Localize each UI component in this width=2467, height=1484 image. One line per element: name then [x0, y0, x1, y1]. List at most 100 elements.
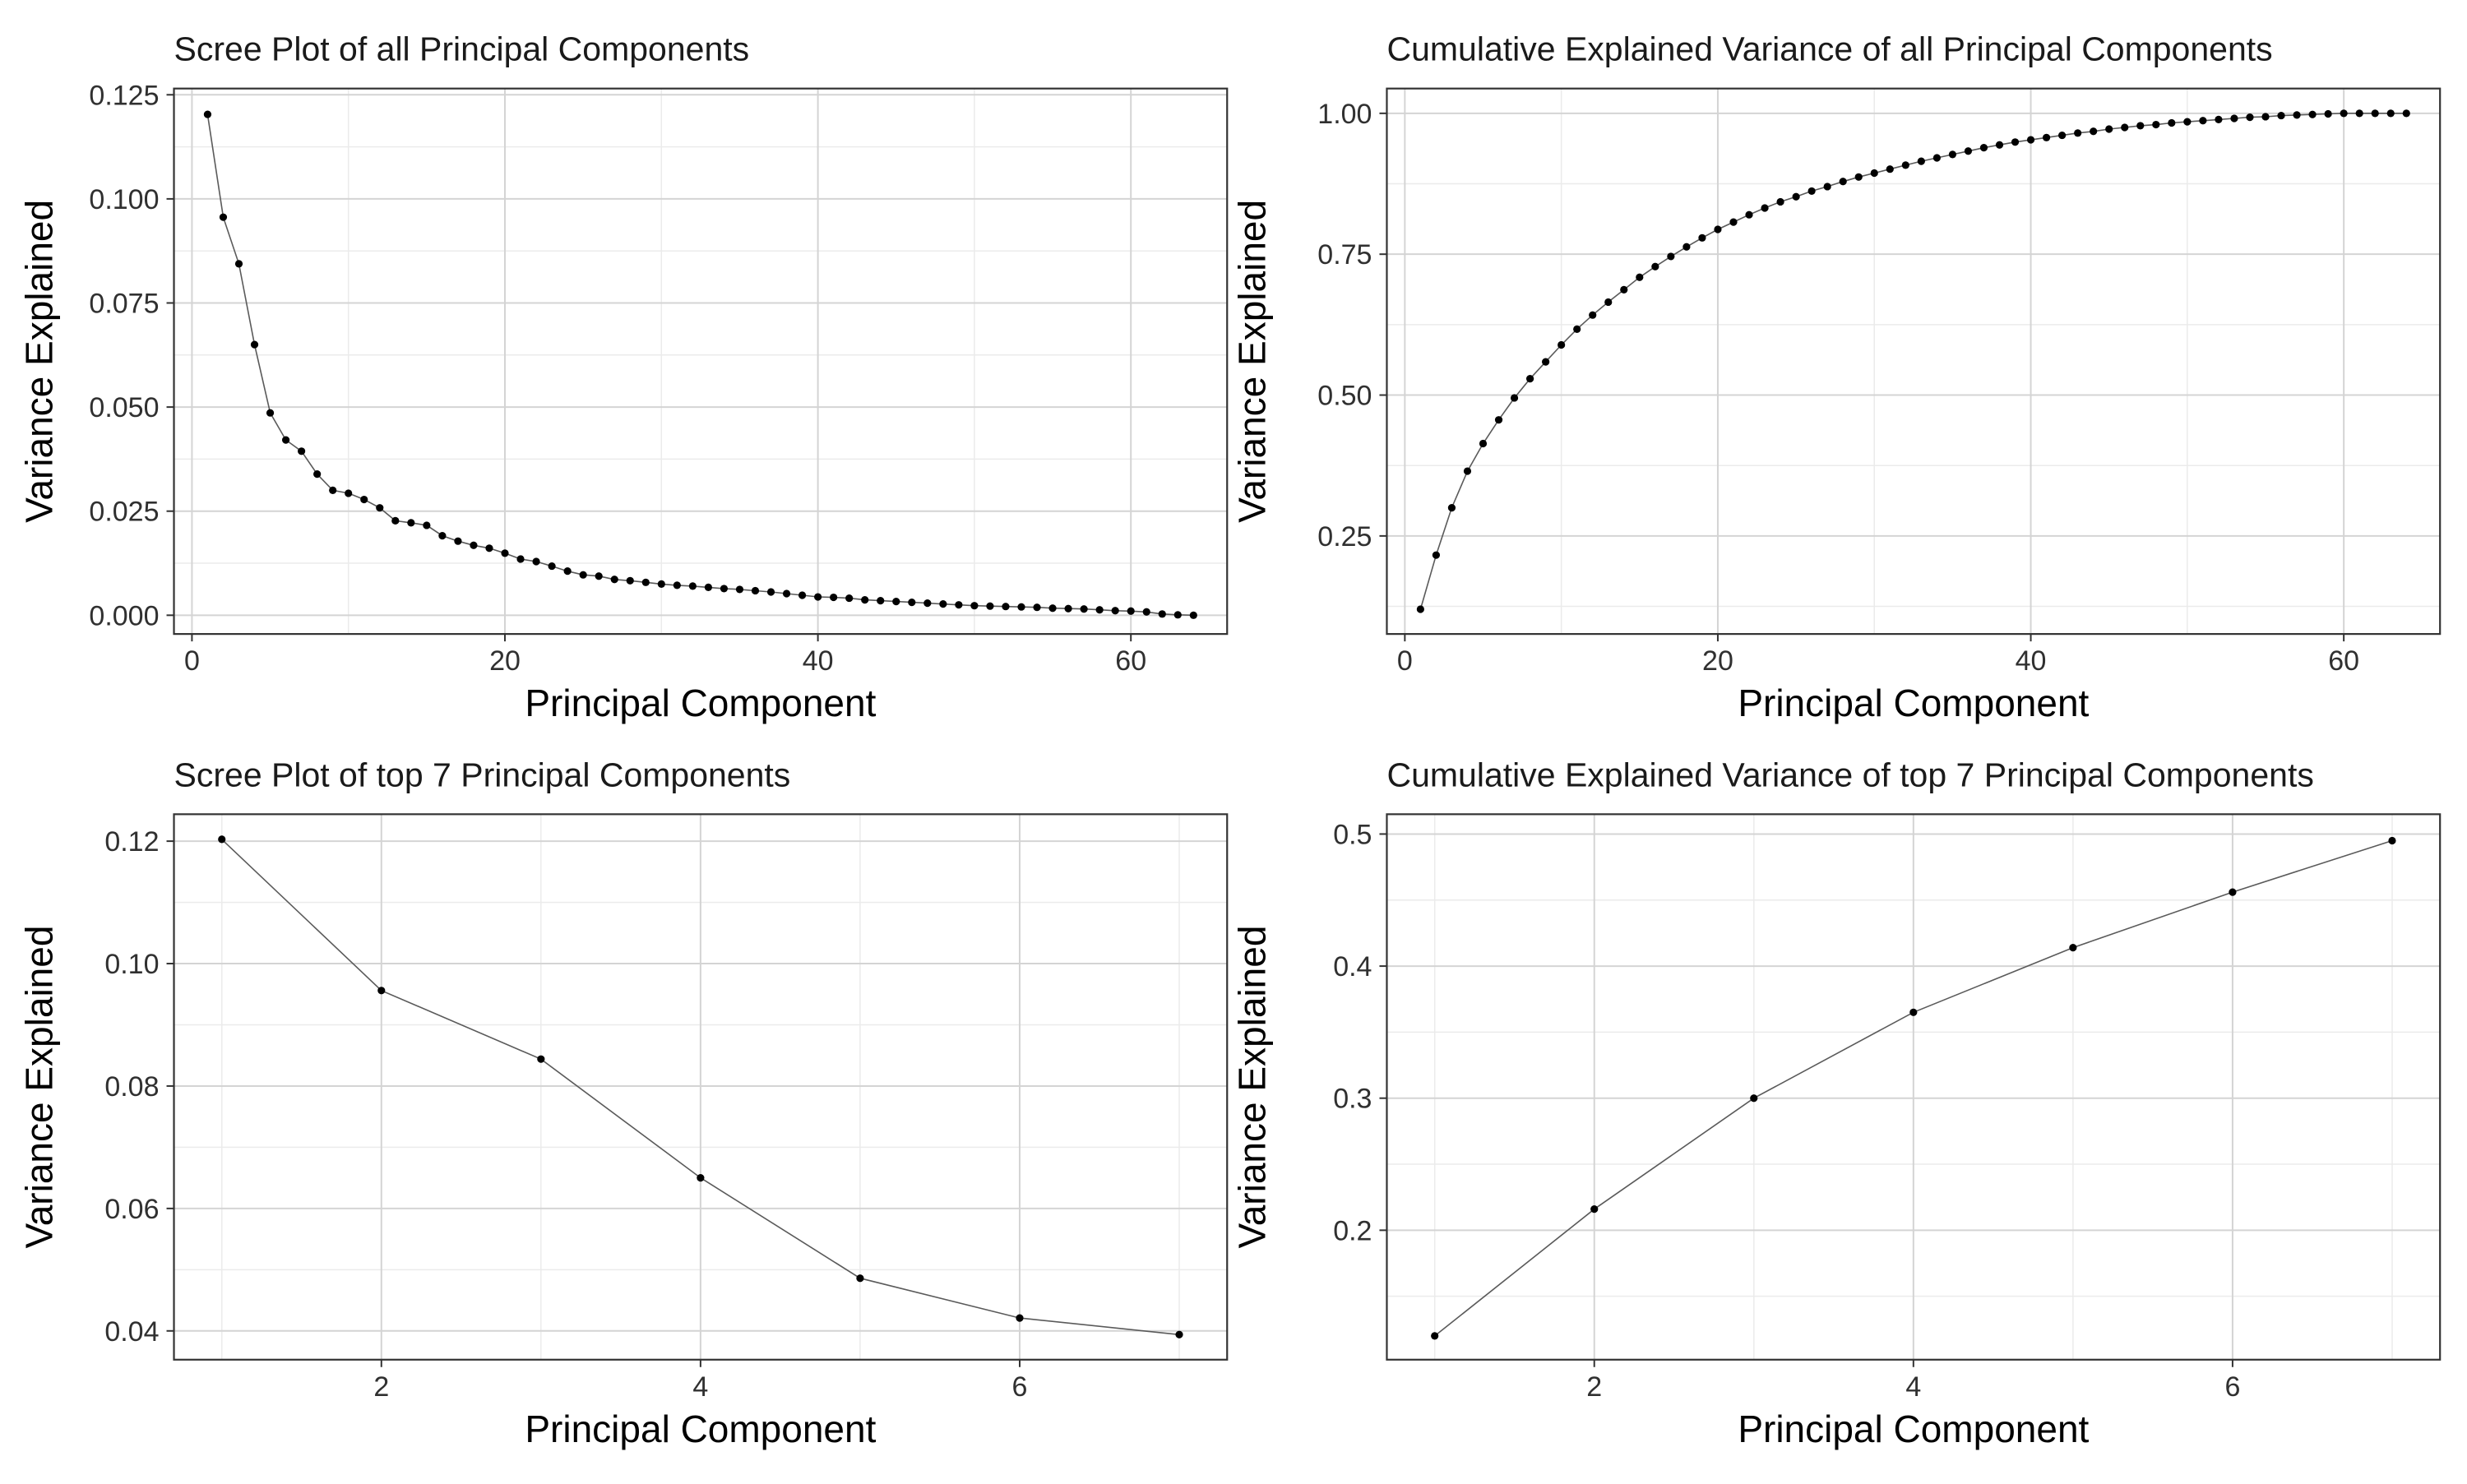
y-tick-label: 0.000 [89, 600, 159, 631]
data-point [1839, 178, 1847, 186]
data-point [2090, 127, 2098, 136]
chart-panel-3: Scree Plot of top 7 Principal Components… [18, 756, 1229, 1450]
y-tick-label: 0.04 [104, 1316, 159, 1348]
data-point [2402, 109, 2410, 118]
y-axis-label: Variance Explained [1230, 200, 1273, 523]
data-point [1479, 439, 1488, 448]
data-point [1017, 603, 1025, 611]
data-point [2293, 111, 2301, 119]
data-point [470, 541, 478, 549]
data-point [766, 588, 775, 596]
data-point [454, 537, 462, 545]
data-point [1189, 611, 1197, 619]
data-point [1002, 603, 1010, 611]
x-axis-label: Principal Component [525, 682, 876, 724]
data-point [2105, 125, 2113, 133]
data-point [2183, 118, 2192, 126]
data-point [501, 549, 509, 557]
data-point [1510, 394, 1519, 402]
data-point [1431, 1332, 1439, 1340]
y-axis-label: Variance Explained [18, 200, 61, 523]
data-point [329, 486, 337, 495]
data-point [1651, 262, 1659, 270]
data-point [1979, 144, 1988, 152]
y-tick-label: 0.25 [1317, 521, 1372, 552]
data-point [345, 489, 353, 497]
x-tick-label: 0 [184, 645, 200, 677]
y-axis-label: Variance Explained [1230, 926, 1273, 1249]
x-tick-label: 0 [1397, 645, 1413, 677]
data-point [1048, 604, 1057, 613]
data-point [298, 447, 306, 455]
data-point [2026, 136, 2035, 144]
data-point [563, 567, 572, 576]
data-point [1064, 604, 1072, 613]
data-point [2324, 109, 2332, 118]
y-tick-label: 0.075 [89, 289, 159, 320]
y-tick-label: 0.050 [89, 392, 159, 423]
chart-title: Scree Plot of top 7 Principal Components [174, 756, 791, 793]
data-point [548, 562, 556, 571]
data-point [1173, 611, 1182, 619]
data-point [219, 213, 228, 221]
x-tick-label: 20 [1702, 645, 1733, 677]
data-point [2261, 113, 2270, 121]
data-point [641, 578, 650, 586]
data-point [1494, 416, 1503, 424]
y-tick-label: 0.025 [89, 497, 159, 528]
y-tick-label: 0.50 [1317, 381, 1372, 412]
data-point [281, 436, 290, 444]
data-point [1573, 325, 1581, 333]
data-point [1698, 233, 1706, 242]
x-axis-label: Principal Component [1738, 1408, 2089, 1450]
data-point [861, 595, 869, 604]
y-tick-label: 0.06 [104, 1194, 159, 1225]
data-point [1909, 1008, 1918, 1016]
data-point [1590, 1205, 1599, 1214]
panel-border [173, 87, 1229, 636]
y-tick-label: 0.100 [89, 184, 159, 215]
data-point [610, 576, 618, 584]
data-point [1557, 340, 1566, 349]
data-point [595, 572, 603, 580]
data-point [2152, 120, 2160, 129]
data-point [1142, 608, 1150, 616]
data-point [2277, 111, 2285, 120]
data-point [735, 585, 744, 594]
data-point [203, 110, 212, 118]
data-point [2136, 122, 2145, 130]
data-point [266, 409, 275, 417]
data-point [376, 504, 384, 512]
panel-border [1386, 87, 2442, 636]
x-tick-label: 6 [2224, 1371, 2240, 1403]
data-point [1870, 169, 1878, 178]
data-point [1447, 504, 1456, 512]
data-point [2388, 836, 2396, 845]
data-point [1158, 610, 1166, 618]
data-point [1761, 204, 1769, 212]
y-tick-label: 0.5 [1333, 819, 1372, 850]
series-line [206, 113, 1194, 617]
data-point [1750, 1094, 1758, 1103]
data-point [1995, 141, 2004, 149]
x-axis-label: Principal Component [525, 1408, 876, 1450]
data-point [2058, 131, 2067, 140]
chart-title: Cumulative Explained Variance of all Pri… [1386, 30, 2272, 68]
chart-title: Cumulative Explained Variance of top 7 P… [1386, 756, 2313, 793]
x-tick-label: 4 [692, 1371, 708, 1403]
chart-panel-1: Scree Plot of all Principal Components 0 2… [18, 30, 1229, 724]
data-point [1525, 375, 1534, 383]
data-point [830, 593, 838, 602]
data-point [1932, 154, 1941, 162]
data-point [1033, 603, 1041, 612]
data-point [1432, 551, 1441, 559]
data-point [751, 586, 760, 595]
x-tick-label: 60 [2328, 645, 2359, 677]
x-tick-label: 2 [373, 1371, 389, 1403]
data-point [2230, 114, 2238, 123]
data-point [1636, 273, 1644, 281]
data-point [1620, 285, 1628, 294]
data-point [1792, 192, 1800, 201]
data-point [1901, 161, 1909, 169]
